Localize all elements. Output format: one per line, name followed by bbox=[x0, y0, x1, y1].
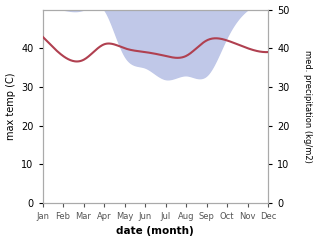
Y-axis label: max temp (C): max temp (C) bbox=[5, 72, 16, 140]
X-axis label: date (month): date (month) bbox=[116, 227, 194, 236]
Y-axis label: med. precipitation (kg/m2): med. precipitation (kg/m2) bbox=[303, 50, 313, 163]
